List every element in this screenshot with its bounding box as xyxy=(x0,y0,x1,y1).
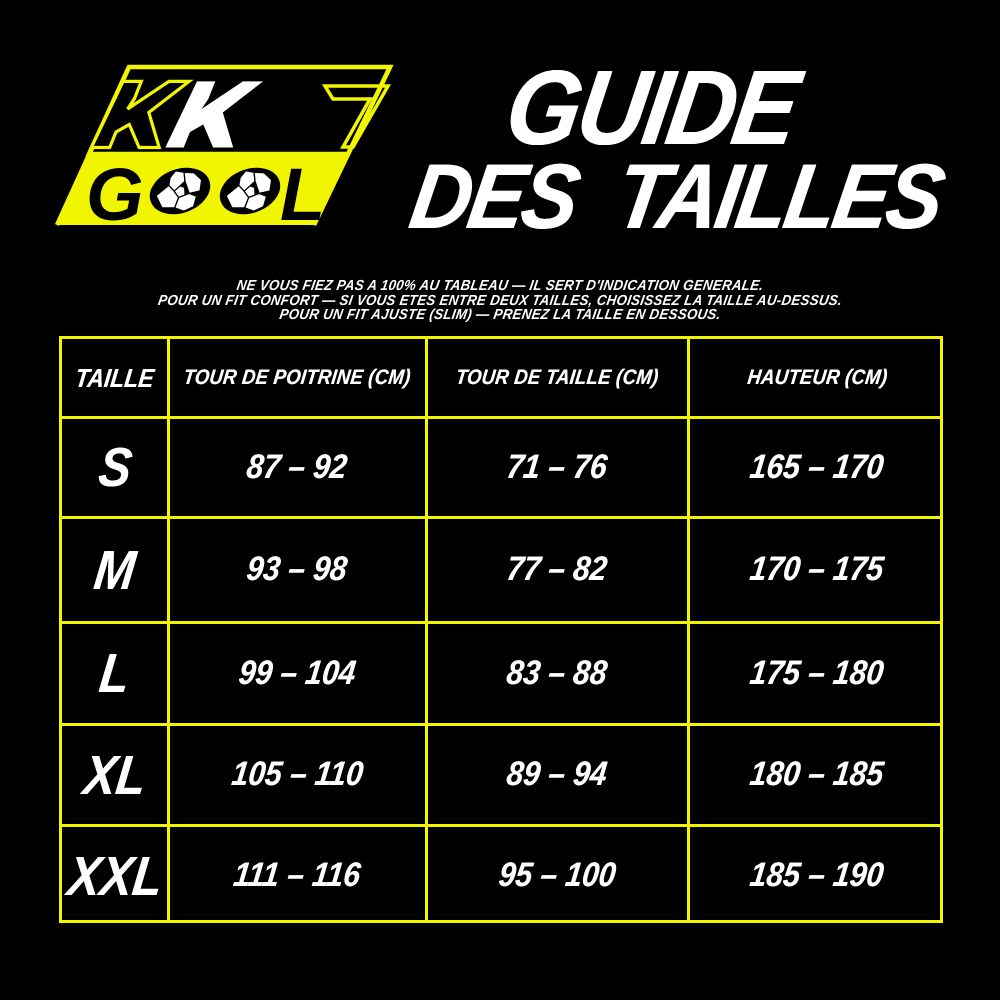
svg-text:L: L xyxy=(280,153,325,236)
svg-text:G: G xyxy=(86,153,144,236)
